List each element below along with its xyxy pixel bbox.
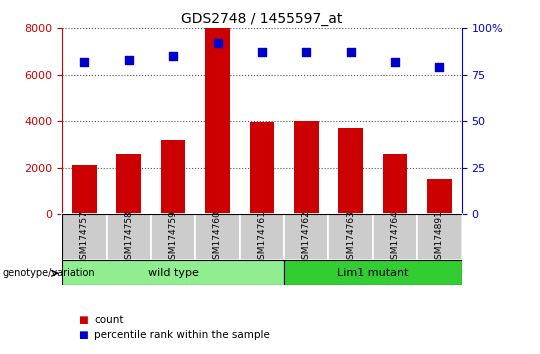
Text: GSM174762: GSM174762 xyxy=(302,210,311,264)
Bar xyxy=(62,214,106,260)
Bar xyxy=(294,121,319,214)
Text: GSM174761: GSM174761 xyxy=(258,210,266,265)
Bar xyxy=(284,214,328,260)
Text: ■: ■ xyxy=(78,315,88,325)
Text: GSM174763: GSM174763 xyxy=(346,210,355,265)
Text: percentile rank within the sample: percentile rank within the sample xyxy=(94,330,271,339)
Bar xyxy=(161,140,185,214)
Text: ■: ■ xyxy=(78,330,88,339)
Bar xyxy=(205,28,229,214)
Bar xyxy=(373,214,417,260)
Text: GSM174891: GSM174891 xyxy=(435,210,444,265)
Bar xyxy=(417,214,462,260)
Bar xyxy=(72,165,97,214)
Text: Lim1 mutant: Lim1 mutant xyxy=(337,268,409,278)
Text: GSM174757: GSM174757 xyxy=(80,210,89,265)
Bar xyxy=(240,214,284,260)
Bar xyxy=(339,128,363,214)
Bar xyxy=(106,214,151,260)
Bar xyxy=(383,154,407,214)
Text: GSM174760: GSM174760 xyxy=(213,210,222,265)
Text: genotype/variation: genotype/variation xyxy=(3,268,96,278)
Text: GSM174764: GSM174764 xyxy=(390,210,400,264)
Bar xyxy=(117,154,141,214)
Point xyxy=(346,50,355,55)
Bar xyxy=(195,214,240,260)
Bar xyxy=(151,214,195,260)
Point xyxy=(302,50,310,55)
Point xyxy=(213,40,222,46)
Point xyxy=(258,50,266,55)
Bar xyxy=(328,214,373,260)
Text: GSM174758: GSM174758 xyxy=(124,210,133,265)
Bar xyxy=(284,260,462,285)
Point xyxy=(435,64,444,70)
Text: GSM174759: GSM174759 xyxy=(168,210,178,265)
Bar xyxy=(62,260,284,285)
Point xyxy=(124,57,133,63)
Bar xyxy=(427,179,451,214)
Title: GDS2748 / 1455597_at: GDS2748 / 1455597_at xyxy=(181,12,342,26)
Point xyxy=(391,59,400,65)
Point xyxy=(80,59,89,65)
Text: wild type: wild type xyxy=(147,268,199,278)
Bar xyxy=(249,122,274,214)
Text: count: count xyxy=(94,315,124,325)
Point xyxy=(169,53,178,59)
